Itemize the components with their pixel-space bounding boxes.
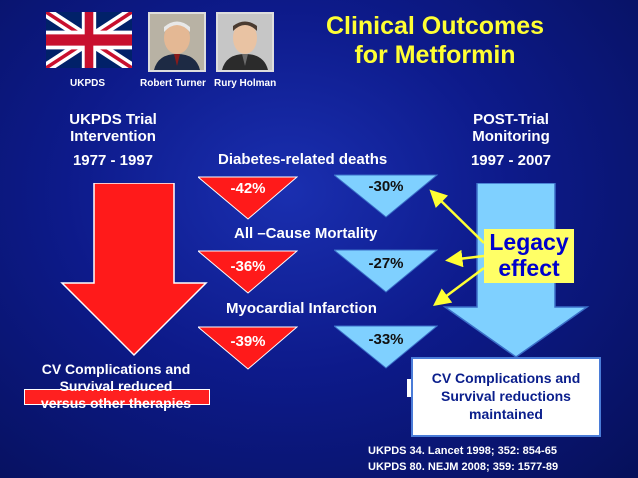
post-result-value-2: -27%: [368, 255, 404, 272]
trial-result-value-1: -42%: [230, 180, 266, 197]
right-outcome-box: CV Complications and Survival reductions…: [411, 357, 601, 437]
left-outcome-line-2: Survival reduced: [59, 378, 173, 394]
caption-robert-turner: Robert Turner: [140, 78, 206, 89]
outcome-label-all-cause-mortality: All –Cause Mortality: [234, 225, 378, 242]
reference-2: UKPDS 80. NEJM 2008; 359: 1577-89: [368, 461, 559, 473]
slide-title: Clinical Outcomes for Metformin: [290, 12, 580, 70]
trial-result-value-2: -36%: [230, 258, 266, 275]
trial-result-triangle-2: -36%: [196, 250, 299, 294]
legacy-arrow-1: [429, 189, 485, 244]
flag-caption: UKPDS: [70, 78, 106, 89]
trial-result-value-3: -39%: [230, 333, 266, 350]
outcome-label-diabetes-deaths: Diabetes-related deaths: [218, 151, 388, 168]
references: UKPDS 34. Lancet 1998; 352: 854-65 UKPDS…: [368, 443, 558, 475]
red-down-arrow: [60, 182, 208, 362]
trial-result-triangle-1: -42%: [196, 176, 299, 220]
legacy-line-1: Legacy: [489, 229, 569, 255]
post-trial-header: POST-Trial Monitoring 1997 - 2007: [446, 111, 576, 169]
right-outcome-line-2: Survival reductions: [441, 388, 571, 404]
legacy-arrow-3: [432, 266, 485, 306]
uk-flag-icon: [44, 6, 134, 74]
post-header-line-1: POST-Trial: [473, 111, 549, 128]
trial-years: 1977 - 1997: [72, 152, 154, 169]
trial-intervention-header: UKPDS Trial Intervention 1977 - 1997: [48, 111, 178, 169]
trial-header-line-2: Intervention: [70, 128, 156, 145]
legacy-arrow-2: [445, 249, 485, 268]
post-result-triangle-2: -27%: [332, 249, 439, 293]
portrait-rury-holman: [216, 12, 274, 72]
trial-header-line-1: UKPDS Trial: [69, 111, 157, 128]
legacy-line-2: effect: [498, 255, 560, 281]
post-result-triangle-1: -30%: [332, 174, 439, 218]
post-years: 1997 - 2007: [470, 152, 552, 169]
right-outcome-shadow: [407, 379, 413, 397]
legacy-effect-box: Legacy effect: [484, 229, 574, 283]
right-outcome-line-3: maintained: [469, 406, 543, 422]
trial-result-triangle-3: -39%: [196, 326, 299, 370]
left-outcome-red-bar: [24, 389, 210, 405]
post-header-line-2: Monitoring: [472, 128, 550, 145]
left-outcome-line-3: versus other therapies: [40, 395, 192, 411]
post-result-value-3: -33%: [368, 331, 404, 348]
reference-1: UKPDS 34. Lancet 1998; 352: 854-65: [368, 445, 557, 457]
outcome-label-myocardial-infarction: Myocardial Infarction: [226, 300, 377, 317]
right-outcome-line-1: CV Complications and: [431, 370, 581, 386]
post-result-value-1: -30%: [368, 178, 404, 195]
left-outcome-text: CV Complications and Survival reduced ve…: [20, 361, 212, 412]
post-result-triangle-3: -33%: [332, 325, 439, 369]
portrait-robert-turner: [148, 12, 206, 72]
left-outcome-line-1: CV Complications and: [41, 361, 191, 377]
title-line-2: for Metformin: [354, 41, 516, 69]
caption-rury-holman: Rury Holman: [214, 78, 277, 89]
title-line-1: Clinical Outcomes: [325, 12, 545, 40]
